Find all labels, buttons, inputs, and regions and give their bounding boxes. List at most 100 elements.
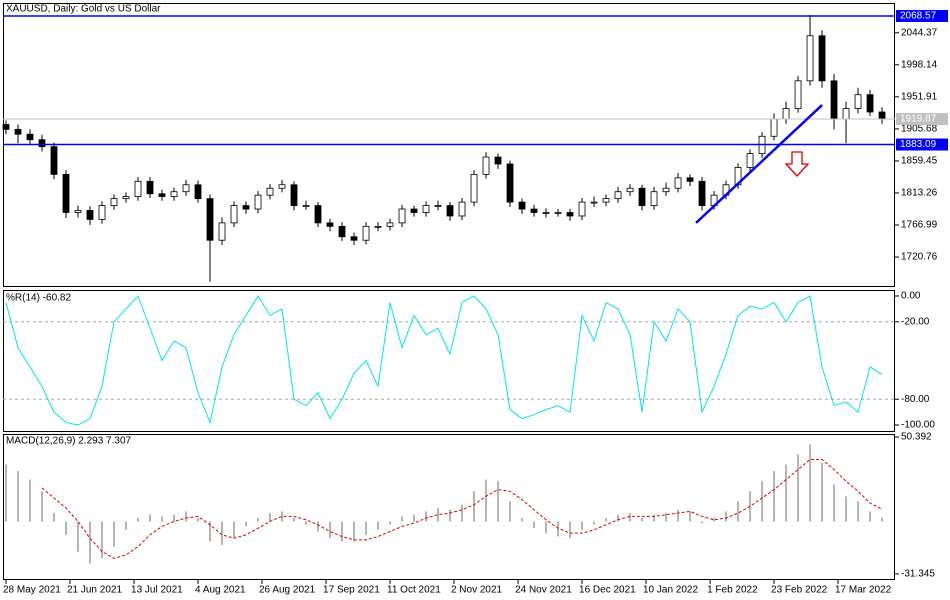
macd-bar [653, 514, 656, 522]
y-tick-label: 2044.37 [901, 27, 938, 38]
macd-bar [281, 511, 284, 522]
macd-bar [545, 521, 548, 534]
macd-bar [677, 509, 680, 522]
macd-bar [713, 518, 716, 522]
y-tick-label: 1766.99 [901, 220, 938, 231]
candle-body [842, 108, 850, 120]
candle-body [230, 205, 238, 224]
candle-body [638, 187, 646, 206]
macd-bar [329, 521, 332, 539]
level-label-box [896, 9, 948, 22]
macd-bar [449, 509, 452, 522]
candle-body [194, 184, 202, 200]
y-tick-label: 1905.68 [901, 124, 938, 135]
candle-body [206, 198, 214, 241]
macd-bar [365, 521, 368, 535]
macd-bar [401, 516, 404, 522]
candle-body [434, 205, 442, 207]
macd-bar [881, 517, 884, 522]
candle-body [470, 173, 478, 203]
candle-body [254, 194, 262, 210]
macd-bar [629, 513, 632, 522]
x-tick-label: 11 Oct 2021 [387, 585, 441, 596]
macd-bar [725, 511, 728, 522]
macd-bar [305, 521, 308, 525]
candle-body [26, 133, 34, 141]
macd-bar [317, 521, 320, 532]
y-tick-label: 1720.76 [901, 252, 938, 263]
macd-bar [173, 514, 176, 522]
trendline [695, 104, 823, 224]
macd-bar [425, 511, 428, 522]
macd-title: MACD(12,26,9) 2.293 7.307 [6, 436, 132, 447]
macd-bar [605, 518, 608, 522]
chart-title: XAUUSD, Daily: Gold vs US Dollar [6, 4, 161, 15]
candle-body [50, 146, 58, 175]
candle-body [446, 205, 454, 217]
wr-panel [3, 290, 895, 432]
macd-bar [125, 521, 128, 530]
x-tick-label: 10 Jan 2022 [643, 585, 698, 596]
candle-body [674, 177, 682, 189]
y-tick-label: 1951.91 [901, 91, 938, 102]
macd-bar [149, 514, 152, 522]
macd-bar [293, 518, 296, 522]
candle-body [350, 236, 358, 241]
macd-bar [341, 521, 344, 542]
macd-bar [77, 521, 80, 552]
macd-bar [353, 521, 356, 542]
x-tick-label: 23 Feb 2022 [771, 585, 828, 596]
last-price-label: 1919.87 [900, 114, 937, 125]
macd-bar [89, 521, 92, 564]
macd-bar [581, 521, 584, 530]
candle-body [614, 191, 622, 200]
macd-bar [209, 521, 212, 542]
x-tick-label: 17 Mar 2022 [835, 585, 892, 596]
candle-body [458, 201, 466, 217]
macd-bar [593, 521, 596, 525]
candle-body [494, 156, 502, 165]
candle-body [374, 225, 382, 228]
candle-body [410, 208, 418, 213]
y-tick-label: 1998.14 [901, 59, 938, 70]
candle-body [530, 208, 538, 213]
macd-bar [689, 511, 692, 522]
macd-bar [53, 513, 56, 522]
candle-body [242, 205, 250, 210]
candle-body [398, 208, 406, 224]
macd-bar [557, 521, 560, 537]
x-tick-label: 21 Jun 2021 [67, 585, 122, 596]
x-tick-label: 1 Feb 2022 [707, 585, 758, 596]
level-label: 2068.57 [900, 11, 937, 22]
macd-bar [473, 491, 476, 522]
candle-body [686, 177, 694, 182]
candle-body [98, 205, 106, 220]
macd-bar [617, 514, 620, 522]
candle-body [602, 198, 610, 203]
candle-body [662, 187, 670, 193]
candle-body [278, 184, 286, 189]
y-tick-label: 0.00 [901, 291, 921, 302]
macd-bar [137, 518, 140, 522]
candle-body [134, 180, 142, 197]
candle-body [578, 201, 586, 217]
candle-body [482, 156, 490, 175]
level-label-box [896, 138, 948, 151]
y-tick-label: -100.00 [901, 420, 935, 431]
x-tick-label: 13 Jul 2021 [131, 585, 183, 596]
candle-body [218, 222, 226, 241]
y-tick-label: 1813.26 [901, 188, 938, 199]
candle-body [182, 184, 190, 193]
candle-body [506, 163, 514, 203]
last-price-box [896, 113, 948, 126]
candle-body [854, 94, 862, 109]
candle-body [386, 222, 394, 227]
macd-bar [413, 514, 416, 522]
candle-body [266, 187, 274, 196]
y-tick-label: 1859.45 [901, 156, 938, 167]
candle-body [746, 153, 754, 168]
macd-bar [701, 521, 704, 524]
macd-bar [5, 464, 8, 522]
candle-body [878, 111, 886, 120]
